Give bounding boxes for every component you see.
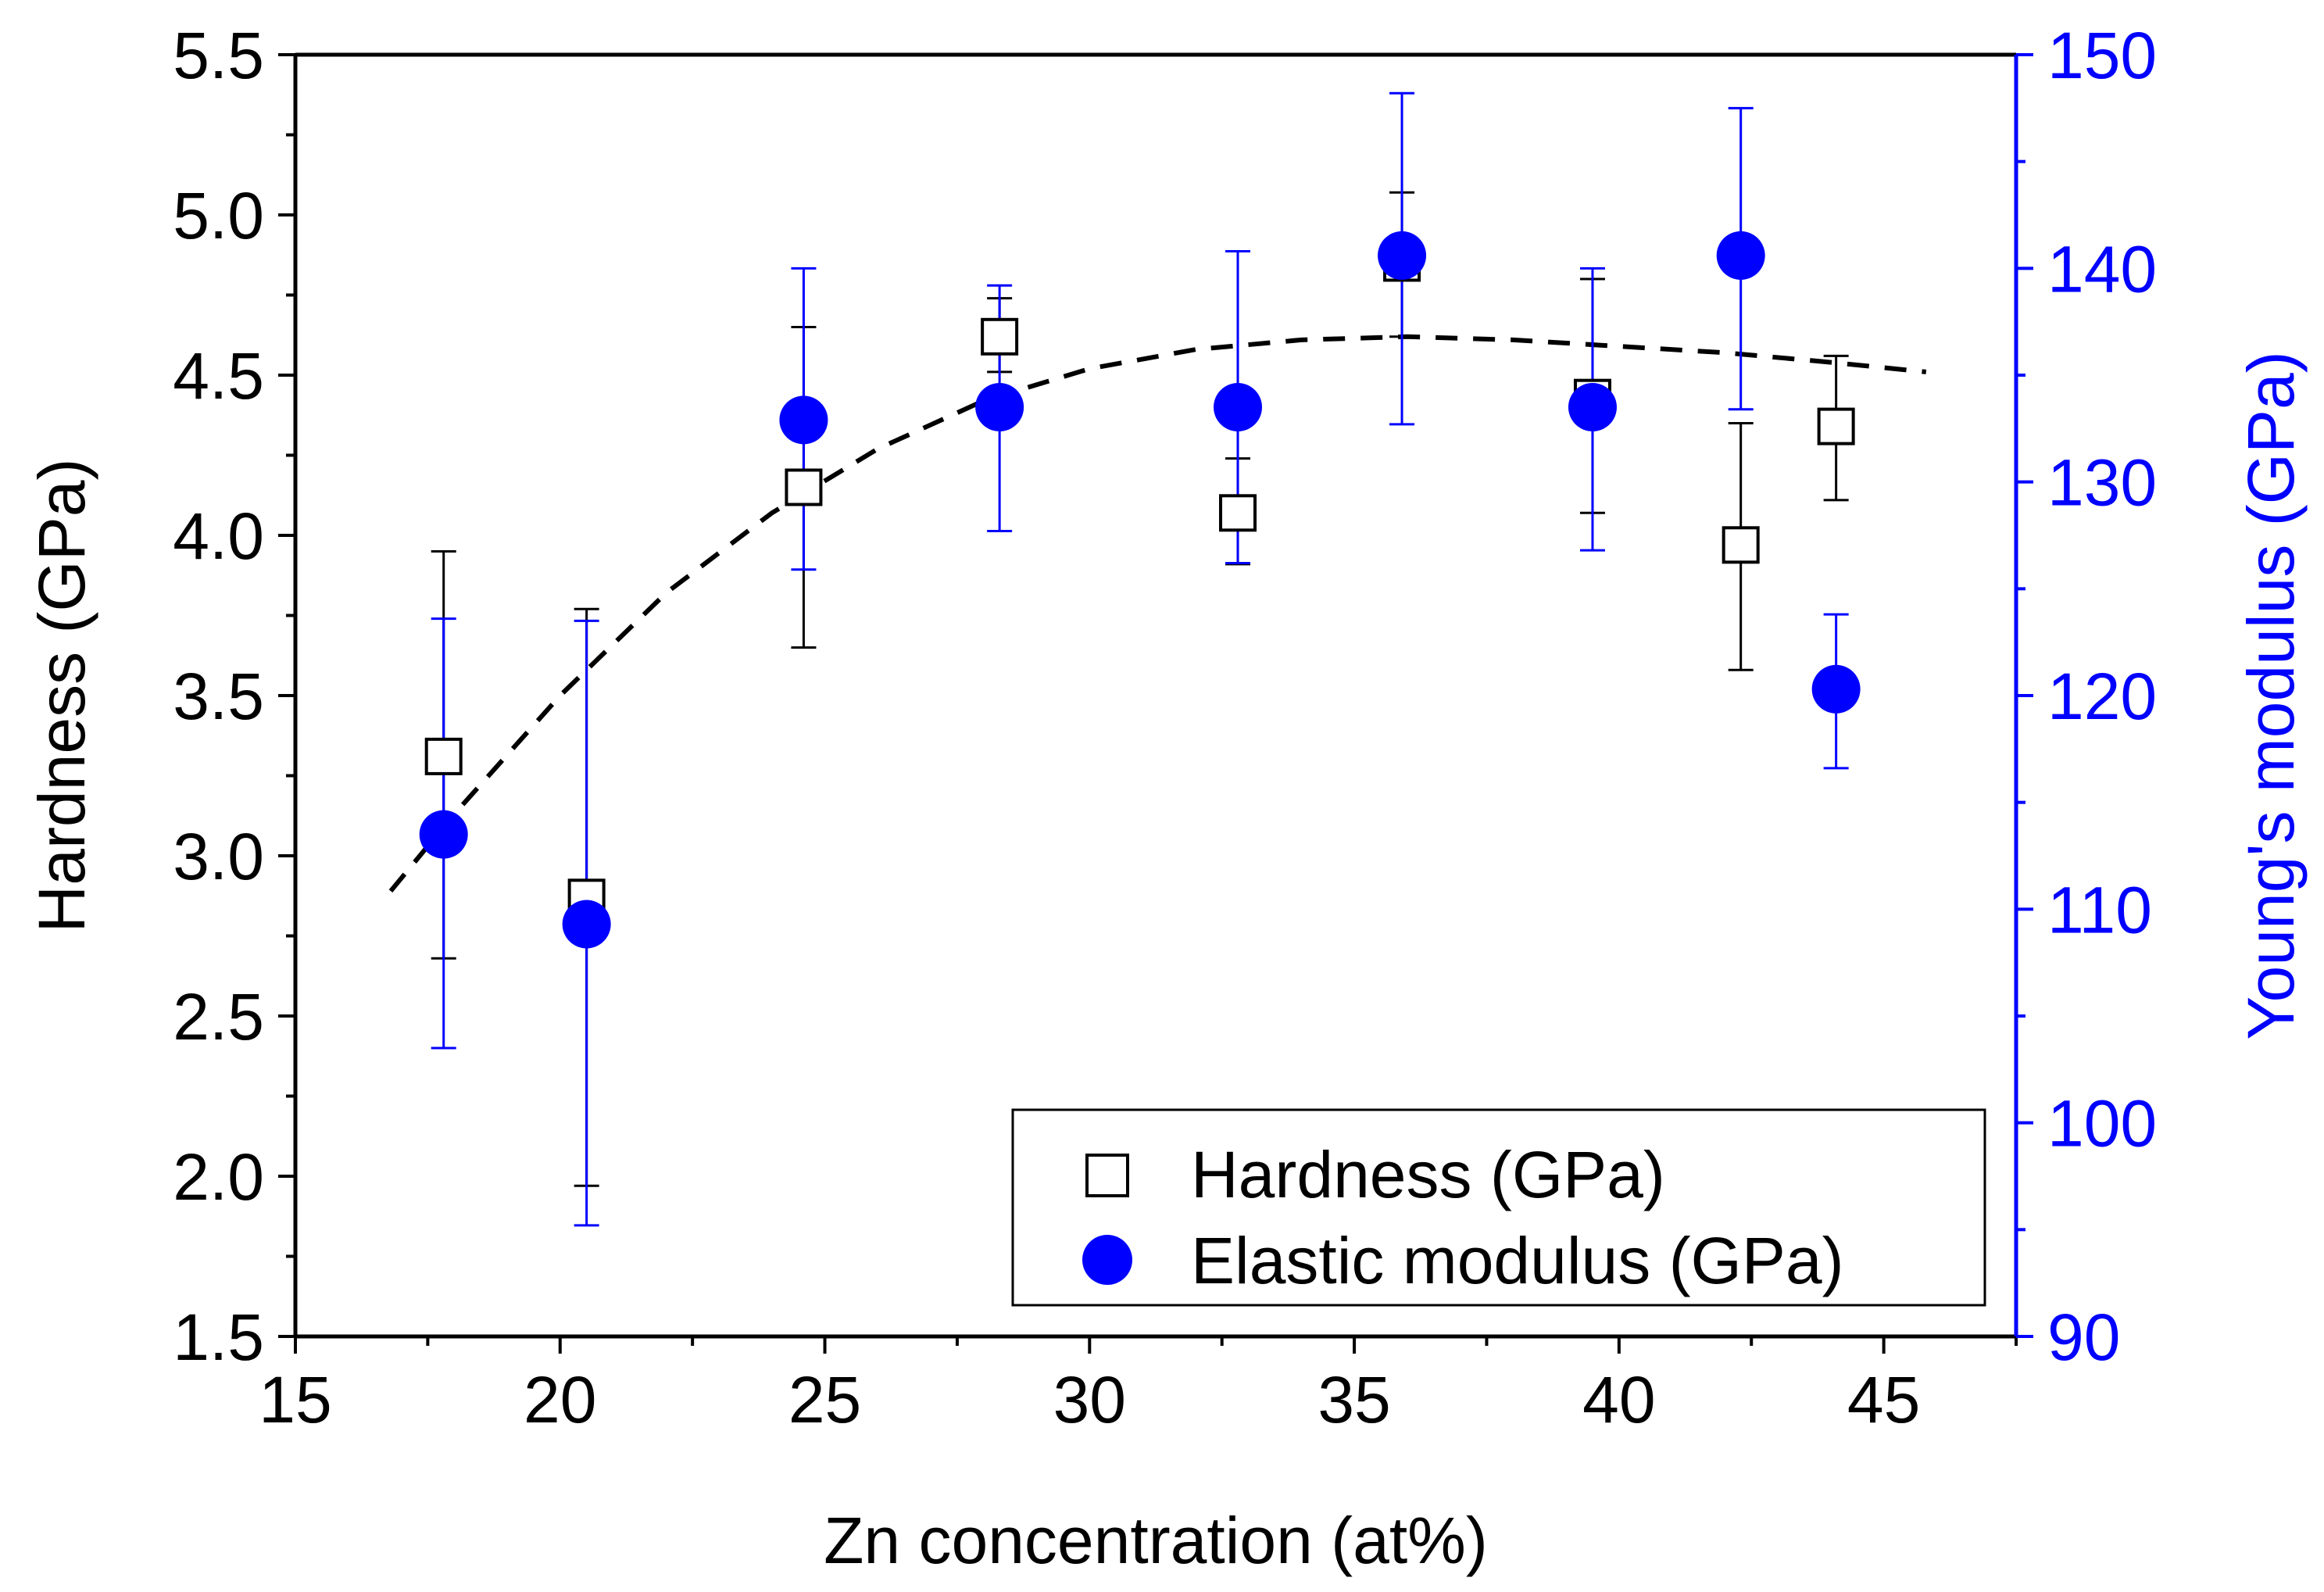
right-y-tick-label: 110	[2047, 873, 2152, 946]
marker-layer	[419, 231, 1861, 949]
legend-marker-modulus	[1082, 1235, 1132, 1285]
errorbar-layer	[431, 91, 1849, 1227]
left-y-tick-label: 2.5	[173, 980, 264, 1054]
legend-marker-hardness	[1085, 1154, 1129, 1197]
left-y-tick-label: 5.0	[173, 179, 264, 252]
fit-layer	[388, 334, 1927, 893]
hardness-point	[424, 737, 463, 775]
x-tick-label: 35	[1318, 1363, 1390, 1436]
right-y-tick-label: 100	[2047, 1087, 2157, 1161]
legend-label-hardness: Hardness (GPa)	[1191, 1138, 1665, 1211]
right-y-tick-label: 130	[2047, 446, 2157, 520]
x-tick-label: 20	[524, 1363, 596, 1436]
x-tick-label: 45	[1847, 1363, 1920, 1436]
legend-label-modulus: Elastic modulus (GPa)	[1191, 1224, 1844, 1297]
x-tick-label: 30	[1053, 1363, 1126, 1436]
x-axis-title: Zn concentration (at%)	[824, 1504, 1488, 1577]
left-y-tick-label: 2.0	[173, 1140, 264, 1214]
modulus-point	[975, 383, 1024, 431]
left-y-tick-label: 5.5	[173, 19, 264, 92]
modulus-point	[1811, 664, 1861, 714]
x-tick-label: 15	[259, 1363, 331, 1436]
hardness-point	[1817, 407, 1855, 445]
right-y-tick-label: 90	[2047, 1300, 2120, 1374]
legend-box	[1011, 1108, 1986, 1307]
x-tick-label: 40	[1582, 1363, 1655, 1436]
trend-fit-line	[388, 334, 1927, 893]
hardness-point	[1219, 494, 1257, 532]
left-y-tick-label: 4.0	[173, 499, 264, 573]
axes-layer: 15 20 25 30 35 40 45 1.5 2.0 2.5 3.0 3.5 4.0 4.5 5.0 5.…	[25, 19, 2308, 1577]
right-y-tick-label: 120	[2047, 660, 2157, 733]
modulus-point	[1378, 231, 1427, 280]
hardness-point	[785, 468, 823, 506]
modulus-point	[779, 395, 828, 445]
modulus-point	[562, 900, 611, 949]
hardness-point	[981, 317, 1019, 356]
left-y-tick-label: 1.5	[173, 1300, 264, 1374]
hardness-point	[1722, 526, 1760, 564]
modulus-point	[419, 810, 468, 859]
left-y-tick-label: 3.5	[173, 660, 264, 733]
x-tick-label: 25	[788, 1363, 861, 1436]
legend: Hardness (GPa) Elastic modulus (GPa)	[1011, 1108, 1986, 1307]
right-y-tick-label: 150	[2047, 19, 2157, 92]
left-y-tick-label: 4.5	[173, 339, 264, 413]
left-y-axis-title: Hardness (GPa)	[25, 459, 98, 933]
modulus-point	[1214, 383, 1263, 431]
modulus-point	[1568, 383, 1617, 431]
right-y-tick-label: 140	[2047, 232, 2157, 306]
right-y-axis-title: Young's modulus (GPa)	[2234, 351, 2308, 1039]
left-y-tick-label: 3.0	[173, 820, 264, 893]
modulus-point	[1716, 231, 1765, 280]
